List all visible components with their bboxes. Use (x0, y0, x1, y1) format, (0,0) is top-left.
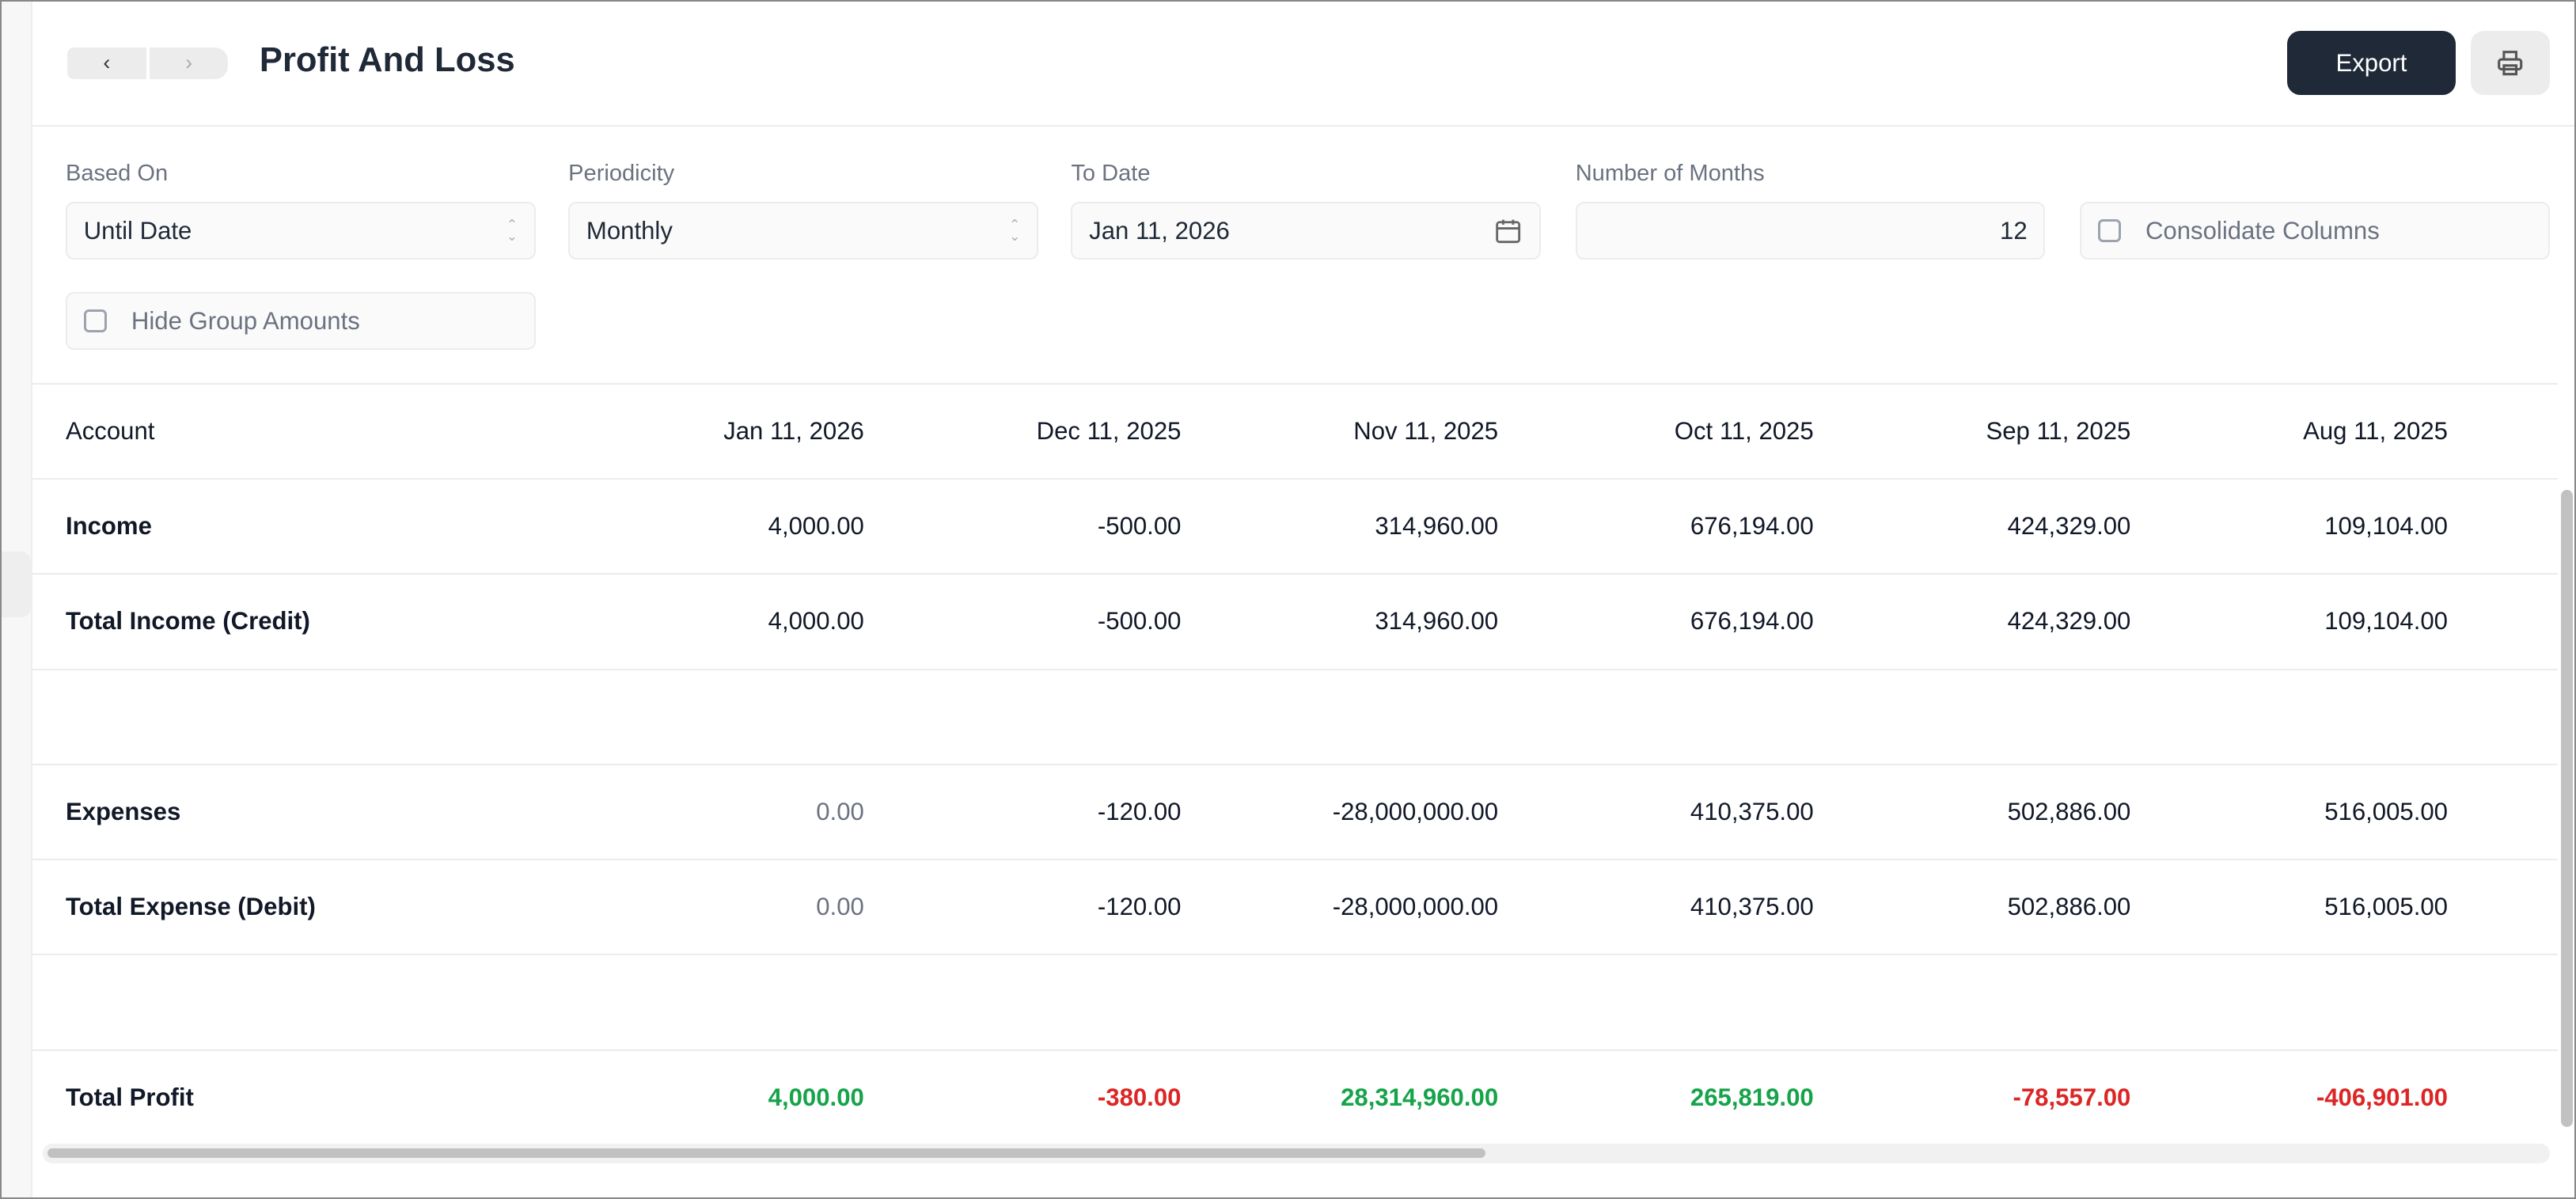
hide-group-amounts-checkbox[interactable]: Hide Group Amounts (65, 292, 536, 351)
value-cell: -500.00 (1097, 607, 1182, 636)
months-input[interactable]: 12 (1575, 202, 2046, 260)
calendar-icon (1496, 219, 1521, 243)
report-table: Account Jan 11, 2026 Dec 11, 2025 Nov 11… (32, 382, 2559, 1145)
value-cell: 314,960.00 (1375, 511, 1499, 540)
page-title: Profit And Loss (259, 40, 515, 79)
account-cell: Total Expense (Debit) (65, 893, 316, 921)
page-header: ‹ › Profit And Loss Export (32, 2, 2574, 127)
value-cell: -120.00 (1097, 893, 1182, 921)
value-cell: 0.00 (816, 893, 864, 921)
table-row[interactable] (32, 955, 2559, 1051)
table-row[interactable]: Total Income (Credit) 4,000.00 -500.00 314,… (32, 575, 2559, 670)
value-cell: -500.00 (1097, 511, 1182, 540)
vertical-scrollbar[interactable] (2561, 489, 2573, 1127)
checkbox-icon (2097, 219, 2121, 243)
sidebar-toggle[interactable] (2, 552, 32, 618)
hide-group-label: Hide Group Amounts (131, 306, 360, 335)
value-cell: 410,375.00 (1690, 893, 1814, 921)
column-header: Aug 11, 2025 (2303, 416, 2448, 445)
chevron-left-icon: ‹ (103, 51, 111, 75)
table-row[interactable]: Expenses 0.00 -120.00 -28,000,000.00 410,375… (32, 765, 2559, 861)
account-cell: Total Income (Credit) (65, 607, 310, 636)
value-cell: -28,000,000.00 (1332, 797, 1499, 825)
column-header: Nov 11, 2025 (1353, 416, 1499, 445)
forward-button[interactable]: › (149, 47, 229, 79)
based-on-label: Based On (65, 161, 169, 187)
account-cell: Expenses (65, 797, 181, 825)
value-cell: 516,005.00 (2324, 797, 2448, 825)
value-cell: -120.00 (1097, 797, 1182, 825)
printer-icon (2498, 51, 2523, 76)
months-label: Number of Months (1575, 161, 1765, 187)
horizontal-scrollbar[interactable] (42, 1143, 2550, 1163)
export-button[interactable]: Export (2286, 31, 2456, 96)
table-row[interactable] (32, 670, 2559, 765)
value-cell: 28,314,960.00 (1341, 1083, 1499, 1111)
account-cell: Income (65, 511, 152, 540)
periodicity-label: Periodicity (568, 161, 675, 187)
months-value: 12 (2000, 216, 2028, 245)
column-header: Account (65, 416, 155, 445)
based-on-select[interactable]: Until Date ⌃ ⌄ (65, 202, 536, 260)
value-cell: 410,375.00 (1690, 797, 1814, 825)
table-header-row: Account Jan 11, 2026 Dec 11, 2025 Nov 11… (32, 385, 2559, 480)
table-row[interactable]: Income 4,000.00 -500.00 314,960.00 676,194.0… (32, 480, 2559, 575)
value-cell: 516,005.00 (2324, 893, 2448, 921)
print-button[interactable] (2471, 31, 2550, 96)
value-cell: 676,194.00 (1690, 511, 1814, 540)
value-cell: 424,329.00 (2007, 511, 2131, 540)
history-nav: ‹ › (67, 47, 229, 79)
value-cell: 4,000.00 (768, 1083, 864, 1111)
to-date-label: To Date (1071, 161, 1151, 187)
account-cell: Total Profit (65, 1083, 194, 1111)
value-cell: -78,557.00 (2013, 1083, 2131, 1111)
value-cell: -406,901.00 (2316, 1083, 2448, 1111)
periodicity-value: Monthly (586, 216, 673, 245)
value-cell: -28,000,000.00 (1332, 893, 1499, 921)
value-cell: 4,000.00 (768, 511, 864, 540)
column-header: Sep 11, 2025 (1986, 416, 2131, 445)
periodicity-select[interactable]: Monthly ⌃ ⌄ (568, 202, 1038, 260)
checkbox-icon (83, 309, 107, 333)
scrollbar-thumb[interactable] (47, 1148, 1485, 1159)
back-button[interactable]: ‹ (67, 47, 146, 79)
column-header: Dec 11, 2025 (1036, 416, 1182, 445)
value-cell: 424,329.00 (2007, 607, 2131, 636)
value-cell: 314,960.00 (1375, 607, 1499, 636)
to-date-input[interactable]: Jan 11, 2026 (1071, 202, 1542, 260)
value-cell: 0.00 (816, 797, 864, 825)
value-cell: 4,000.00 (768, 607, 864, 636)
value-cell: 265,819.00 (1690, 1083, 1814, 1111)
value-cell: 109,104.00 (2324, 511, 2448, 540)
value-cell: 502,886.00 (2007, 893, 2131, 921)
value-cell: 676,194.00 (1690, 607, 1814, 636)
table-row[interactable]: Total Profit 4,000.00 -380.00 28,314,960.00… (32, 1051, 2558, 1144)
table-row[interactable]: Total Expense (Debit) 0.00 -120.00 -28,000,… (32, 860, 2559, 956)
consolidate-label: Consolidate Columns (2145, 216, 2380, 245)
value-cell: 109,104.00 (2324, 607, 2448, 636)
value-cell: 502,886.00 (2007, 797, 2131, 825)
column-header: Oct 11, 2025 (1674, 416, 1814, 445)
column-header: Jan 11, 2026 (723, 416, 864, 445)
chevron-right-icon: › (185, 51, 193, 75)
updown-icon: ⌃ ⌄ (1009, 217, 1021, 244)
updown-icon: ⌃ ⌄ (506, 217, 518, 244)
based-on-value: Until Date (83, 216, 192, 245)
to-date-value: Jan 11, 2026 (1089, 216, 1230, 245)
consolidate-columns-checkbox[interactable]: Consolidate Columns (2080, 202, 2550, 260)
value-cell: -380.00 (1097, 1083, 1182, 1111)
